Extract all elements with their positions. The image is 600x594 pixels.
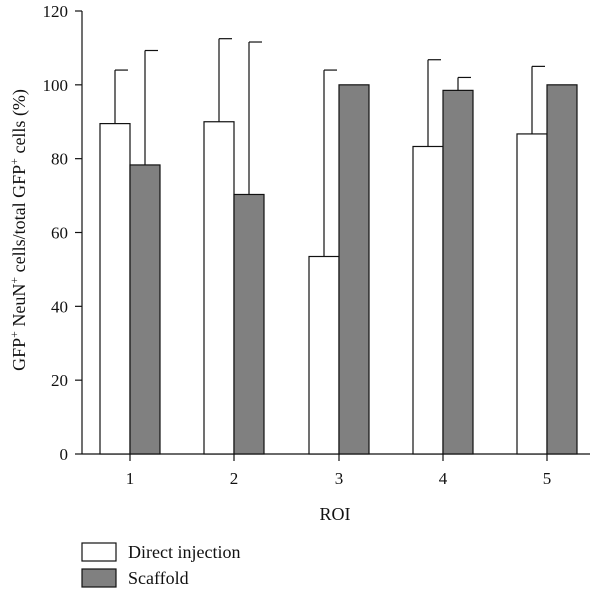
legend-swatch xyxy=(81,568,117,588)
bar-direct-injection-2 xyxy=(203,121,235,455)
y-tick-label: 20 xyxy=(51,371,68,390)
x-tick-label: 3 xyxy=(335,469,344,488)
y-tick-label: 80 xyxy=(51,150,68,169)
y-axis: 0 20 40 60 80 100 120 xyxy=(43,2,83,464)
bar-direct-injection-5 xyxy=(516,133,548,455)
y-axis-title-part: + xyxy=(7,277,21,284)
x-tick-label: 4 xyxy=(439,469,448,488)
legend: Direct injection Scaffold xyxy=(81,542,240,588)
legend-label: Scaffold xyxy=(128,568,189,588)
y-tick-label: 60 xyxy=(51,224,68,243)
bar-scaffold-2 xyxy=(233,193,265,455)
bar-scaffold-5 xyxy=(546,84,578,455)
y-tick-label: 120 xyxy=(43,2,69,21)
y-axis-title: GFP+ NeuN+ cells/total GFP+ cells (%) xyxy=(7,89,30,371)
bar-direct-injection-3 xyxy=(308,255,340,455)
bar-direct-injection-4 xyxy=(412,145,444,455)
bar-direct-injection-1 xyxy=(99,122,131,455)
x-tick-label: 1 xyxy=(126,469,135,488)
y-axis-title-part: NeuN xyxy=(9,284,29,332)
y-axis-title-part: cells (%) xyxy=(9,89,30,158)
bar-scaffold-3 xyxy=(338,84,370,455)
y-axis-title-part: GFP xyxy=(9,338,29,371)
legend-label: Direct injection xyxy=(128,542,240,562)
x-tick-label: 2 xyxy=(230,469,239,488)
y-axis-title-part: + xyxy=(7,158,21,165)
bars xyxy=(99,38,578,455)
y-tick-label: 40 xyxy=(51,297,68,316)
legend-swatch xyxy=(81,542,117,562)
bar-scaffold-1 xyxy=(129,164,161,455)
y-tick-label: 100 xyxy=(43,76,69,95)
y-axis-title-part: + xyxy=(7,331,21,338)
x-axis: 1 2 3 4 5 xyxy=(82,453,590,488)
x-axis-title: ROI xyxy=(320,504,351,524)
x-tick-label: 5 xyxy=(543,469,552,488)
y-tick-label: 0 xyxy=(60,445,69,464)
y-axis-title-part: cells/total GFP xyxy=(9,165,29,277)
bar-scaffold-4 xyxy=(442,89,474,455)
